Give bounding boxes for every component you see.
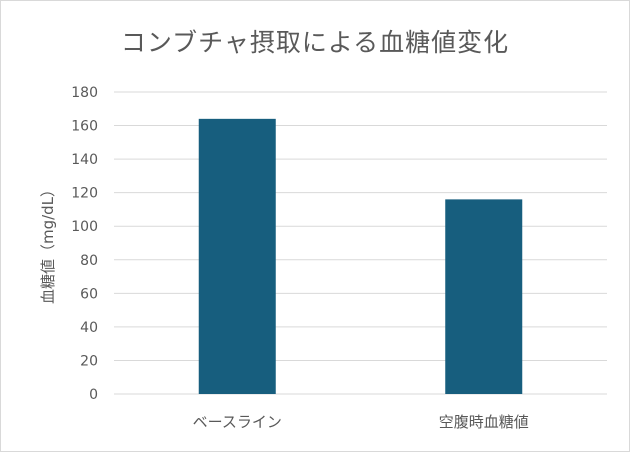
x-category-label-0: ベースライン — [193, 413, 282, 431]
x-category-label-1: 空腹時血糖値 — [439, 413, 529, 431]
bar-1 — [445, 199, 523, 394]
y-tick-label-60: 60 — [80, 286, 98, 302]
y-tick-label-180: 180 — [71, 85, 98, 101]
y-tick-label-20: 20 — [80, 353, 98, 369]
y-tick-label-140: 140 — [71, 152, 98, 168]
y-tick-label-40: 40 — [80, 320, 98, 336]
y-tick-label-160: 160 — [71, 119, 98, 135]
y-tick-label-120: 120 — [71, 186, 98, 202]
y-axis-title: 血糖値（mg/dL） — [39, 182, 57, 304]
chart-title: コンブチャ摂取による血糖値変化 — [120, 28, 510, 57]
y-tick-label-100: 100 — [71, 219, 98, 235]
bar-0 — [198, 118, 276, 394]
y-tick-label-0: 0 — [89, 387, 98, 403]
y-tick-label-80: 80 — [80, 253, 98, 269]
